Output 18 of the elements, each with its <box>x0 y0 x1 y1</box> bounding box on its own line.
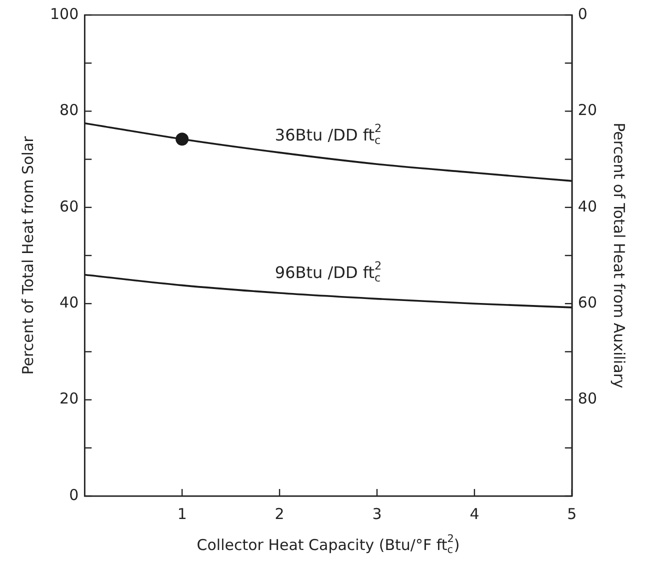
y2-axis-title: Percent of Total Heat from Auxiliary <box>610 122 628 388</box>
y-tick-label: 100 <box>50 4 79 23</box>
x-tick-label: 2 <box>274 504 284 523</box>
x-tick-label: 4 <box>470 504 480 523</box>
y2-tick-label: 20 <box>578 101 598 120</box>
y-axis-title: Percent of Total Heat from Solar <box>18 135 37 375</box>
y2-tick-label: 60 <box>578 293 598 312</box>
x-tick-label: 1 <box>177 504 187 523</box>
y-tick-label: 80 <box>60 101 79 120</box>
y-tick-label: 0 <box>69 486 79 504</box>
y-tick-label: 40 <box>60 293 79 312</box>
y2-tick-label: 40 <box>578 197 598 216</box>
y2-tick-label: 80 <box>578 390 598 408</box>
x-tick-label: 5 <box>567 504 577 523</box>
y-tick-label: 20 <box>60 390 79 408</box>
y-tick-label: 60 <box>60 197 79 216</box>
x-tick-label: 3 <box>372 504 382 523</box>
y2-tick-label: 0 <box>578 4 588 23</box>
